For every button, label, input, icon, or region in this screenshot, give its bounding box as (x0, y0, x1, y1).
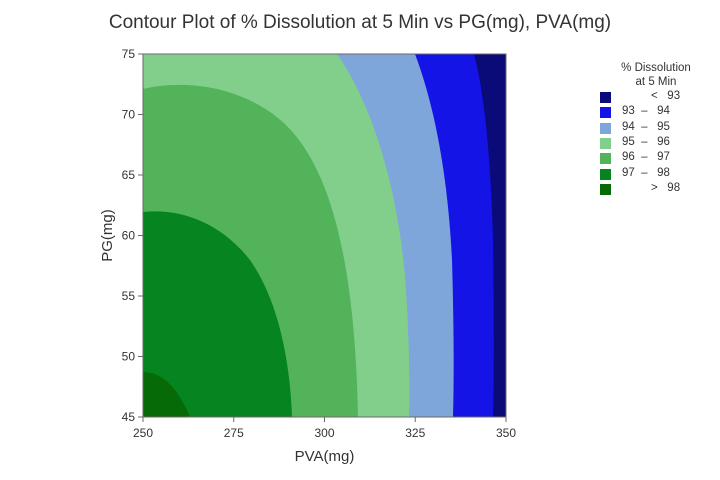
y-tick-label: 75 (122, 47, 136, 61)
legend-label: 93 – 94 (622, 105, 670, 118)
legend-label: 95 – 96 (622, 135, 670, 148)
x-tick-label: 300 (314, 426, 334, 440)
legend-label: 97 – 98 (622, 166, 670, 179)
x-tick-label: 250 (133, 426, 153, 440)
legend-label: > 98 (651, 181, 681, 194)
y-tick-label: 60 (122, 229, 136, 243)
x-axis-title: PVA(mg) (295, 448, 355, 465)
legend-label: 96 – 97 (622, 151, 670, 164)
legend-swatch (600, 107, 611, 119)
y-tick-label: 70 (122, 108, 136, 122)
y-tick-label: 65 (122, 168, 136, 182)
x-tick-label: 275 (224, 426, 244, 440)
y-tick-label: 45 (122, 410, 136, 424)
y-tick-label: 50 (122, 350, 136, 364)
legend-title: % Dissolution at 5 Min (606, 61, 706, 89)
legend-swatch (600, 183, 611, 195)
region-gt-98 (143, 372, 190, 417)
legend-swatch (600, 122, 611, 134)
region-97-98 (143, 211, 292, 417)
legend-swatch (600, 92, 611, 103)
legend-title-line2: at 5 Min (635, 76, 677, 88)
legend-swatch (600, 137, 611, 149)
chart-title: Contour Plot of % Dissolution at 5 Min v… (108, 12, 612, 33)
x-tick-label: 350 (496, 426, 516, 440)
legend-title-line1: % Dissolution (621, 62, 691, 74)
x-tick-label: 325 (405, 426, 425, 440)
legend-label: 94 – 95 (622, 120, 670, 133)
legend-swatch (600, 153, 611, 165)
legend-swatch (600, 168, 611, 180)
y-tick-label: 55 (122, 289, 136, 303)
y-axis-title: PG(mg) (99, 209, 116, 262)
legend-label: < 93 (651, 90, 681, 102)
